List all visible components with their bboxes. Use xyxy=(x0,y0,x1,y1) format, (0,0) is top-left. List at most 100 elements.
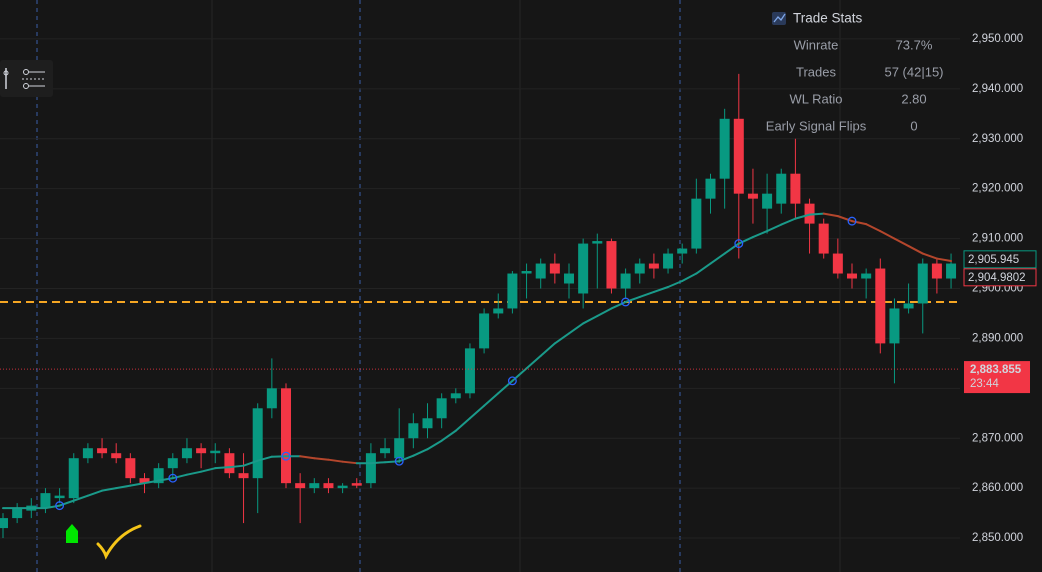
ma-segment xyxy=(341,460,358,465)
candle-body xyxy=(521,271,532,274)
candle-body xyxy=(12,508,23,519)
ma-segment xyxy=(596,307,613,317)
ma-segment xyxy=(256,455,273,462)
ma-segment xyxy=(667,280,684,288)
candle-body xyxy=(875,268,886,344)
candle-body xyxy=(648,263,659,269)
candle-body xyxy=(422,418,433,429)
plot xyxy=(0,73,960,539)
price-axis: 2,850.0002,860.0002,870.0002,880.0002,89… xyxy=(963,33,1037,544)
stat-value: 0 xyxy=(910,118,917,133)
ma-segment xyxy=(737,236,754,245)
candle-body xyxy=(281,388,291,484)
y-tick-label: 2,950.000 xyxy=(972,33,1023,45)
ma-segment xyxy=(171,473,188,480)
ma-marker xyxy=(394,456,404,466)
candle-body xyxy=(535,263,546,279)
candle-body xyxy=(733,118,744,194)
ma-segment xyxy=(836,215,853,223)
check-annotation xyxy=(96,524,142,560)
candle-body xyxy=(747,193,758,199)
ma-segment xyxy=(610,300,627,310)
stat-value: 73.7% xyxy=(896,37,933,52)
price-label: 2,904.9802 xyxy=(968,272,1026,284)
candle-body xyxy=(323,483,334,489)
ma-segment xyxy=(299,455,316,460)
stat-label: Trades xyxy=(796,64,836,79)
candle-body xyxy=(139,478,150,484)
price-label-box xyxy=(964,361,1030,394)
candle-body xyxy=(153,468,164,484)
candle-body xyxy=(903,303,914,309)
candle-body xyxy=(351,483,362,486)
ma-marker xyxy=(168,473,178,483)
ma-segment xyxy=(440,429,457,442)
candle-body xyxy=(436,398,447,419)
y-tick-label: 2,910.000 xyxy=(972,233,1023,245)
ma-segment xyxy=(228,464,245,469)
ma-marker xyxy=(847,216,857,226)
stats-title: Trade Stats xyxy=(793,11,863,26)
vertical-grid xyxy=(211,0,841,572)
candle-body xyxy=(889,308,900,344)
candle-body xyxy=(380,448,391,454)
ma-segment xyxy=(582,314,599,325)
ma-segment xyxy=(86,489,104,497)
candle-body xyxy=(82,448,93,459)
candle-body xyxy=(578,243,589,294)
candle-body xyxy=(181,448,192,459)
ma-segment xyxy=(200,467,217,473)
candle-body xyxy=(493,308,504,314)
candle-body xyxy=(196,448,207,454)
y-tick-label: 2,850.000 xyxy=(972,532,1023,544)
candle-body xyxy=(861,273,872,279)
icon[interactable] xyxy=(23,69,29,75)
ma-segment xyxy=(214,466,231,470)
icon xyxy=(3,70,9,76)
stat-label: Winrate xyxy=(794,37,839,52)
candle-body xyxy=(68,458,79,499)
y-tick-label: 2,940.000 xyxy=(972,83,1023,95)
ma-segment xyxy=(723,242,740,255)
candle-body xyxy=(606,241,617,289)
candle-body xyxy=(464,348,475,394)
ma-segment xyxy=(497,379,514,395)
ma-segment xyxy=(454,417,471,432)
ma-segment xyxy=(483,392,500,407)
candle-body xyxy=(776,173,787,204)
candle-body xyxy=(394,438,405,459)
candle-body xyxy=(97,448,108,454)
candle-body xyxy=(705,178,716,199)
ma-segment xyxy=(681,272,698,283)
stats-rows: Winrate 73.7% Trades 57 (42|15) WL Ratio 2.80… xyxy=(766,37,944,133)
buy-signal xyxy=(66,524,78,543)
grid xyxy=(0,38,960,539)
ma-segment xyxy=(709,252,726,265)
ma-marker xyxy=(621,297,631,307)
ma-segment xyxy=(327,458,344,463)
ma-segment xyxy=(568,322,585,335)
ma-segment xyxy=(44,504,61,510)
ma-segment xyxy=(751,230,769,239)
toolbar[interactable] xyxy=(0,60,53,97)
candle-body xyxy=(252,408,263,479)
ma-segment xyxy=(638,290,655,298)
ma-segment xyxy=(865,223,882,233)
candle-body xyxy=(832,253,843,274)
y-tick-label: 2,870.000 xyxy=(972,432,1023,444)
candle-body xyxy=(238,473,249,479)
ma-segment xyxy=(242,459,259,467)
ma-segment xyxy=(369,461,387,465)
ma-segment xyxy=(313,457,330,461)
candle-body xyxy=(719,118,730,179)
candle-body xyxy=(762,193,773,209)
candle-body xyxy=(507,273,518,309)
candle-body xyxy=(40,493,51,509)
candle-body xyxy=(0,518,8,529)
candle-body xyxy=(847,273,857,279)
price-label-box xyxy=(963,250,1037,269)
price-label: 2,905.945 xyxy=(968,254,1019,266)
ma-segment xyxy=(822,212,839,218)
candle-body xyxy=(691,198,702,249)
